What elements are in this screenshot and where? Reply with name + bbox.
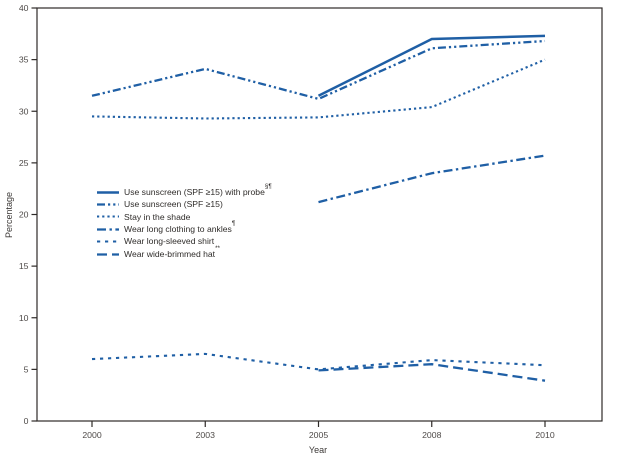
series-wide-brimmed-hat [318, 363, 546, 382]
legend-label: Stay in the shade [124, 211, 191, 222]
series-sunscreen [91, 39, 546, 101]
y-tick-label: 0 [24, 416, 29, 426]
legend-item-long-clothing-ankles: Wear long clothing to ankles¶ [96, 220, 272, 235]
x-axis-label: Year [308, 445, 328, 455]
y-tick-label: 5 [24, 364, 29, 374]
legend-swatch-long-dash-line [97, 252, 119, 256]
x-tick-label: 2005 [309, 430, 328, 440]
legend-label: Wear long-sleeved shirt [124, 236, 215, 247]
series-sunscreen-probe [317, 34, 546, 97]
y-tick-label: 10 [19, 313, 29, 323]
legend-label: Use sunscreen (SPF ≥15) [124, 199, 223, 210]
series-long-clothing-ankles [318, 154, 546, 204]
legend-item-stay-in-shade: Stay in the shade [96, 211, 272, 223]
legend-swatch-solid-line [97, 190, 119, 194]
y-tick-label: 20 [19, 210, 29, 220]
y-tick-label: 15 [19, 261, 29, 271]
series-long-sleeved-shirt [91, 352, 546, 371]
legend-item-long-sleeved-shirt: Wear long-sleeved shirt [96, 236, 272, 248]
y-tick-label: 40 [19, 3, 29, 13]
legend-label: Wear wide-brimmed hat** [124, 245, 220, 259]
legend-label: Use sunscreen (SPF ≥15) with probe§¶ [124, 183, 272, 197]
legend-label: Wear long clothing to ankles¶ [124, 220, 236, 235]
legend: Use sunscreen (SPF ≥15) with probe§¶ Use… [96, 183, 272, 260]
y-tick-label: 25 [19, 158, 29, 168]
legend-swatch-dotted-line [97, 215, 119, 219]
legend-item-sunscreen-probe: Use sunscreen (SPF ≥15) with probe§¶ [96, 183, 272, 198]
x-tick-label: 2003 [196, 430, 215, 440]
legend-item-sunscreen: Use sunscreen (SPF ≥15) [96, 198, 272, 210]
y-tick-label: 30 [19, 106, 29, 116]
legend-swatch-short-dash-line [97, 240, 119, 243]
x-tick-label: 2000 [82, 430, 101, 440]
legend-swatch-dash-dot-dot-line [97, 203, 119, 206]
y-axis-label: Percentage [4, 191, 14, 239]
x-tick-label: 2010 [535, 430, 554, 440]
legend-item-wide-brimmed-hat: Wear wide-brimmed hat** [96, 245, 272, 260]
y-tick-label: 35 [19, 55, 29, 65]
x-tick-label: 2008 [422, 430, 441, 440]
series-stay-in-shade [91, 58, 546, 120]
legend-swatch-dash-dot-line [97, 228, 119, 231]
